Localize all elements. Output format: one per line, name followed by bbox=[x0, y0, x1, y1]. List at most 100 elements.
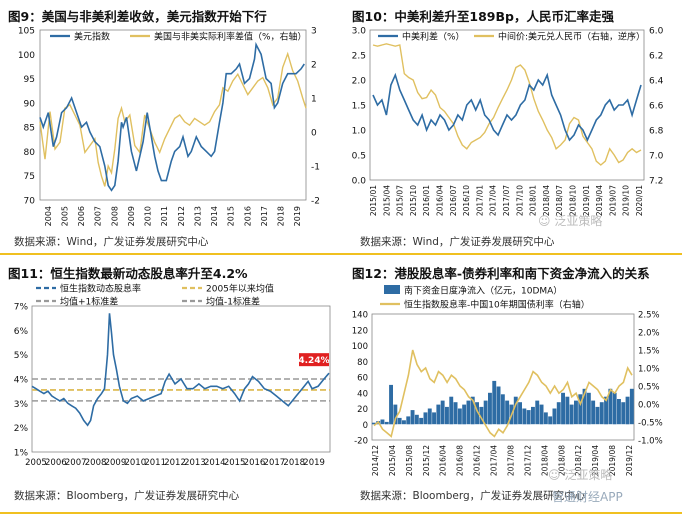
chart12-bar bbox=[419, 417, 424, 425]
chart12-bar bbox=[488, 392, 492, 425]
chart12-yright-tick: 2.5% bbox=[638, 311, 660, 321]
chart11-x-tick: 2019 bbox=[303, 458, 325, 468]
chart11-x-tick: 2010 bbox=[124, 458, 146, 468]
chart12-x-tick: 2018/04 bbox=[540, 445, 549, 476]
chart12-yleft-tick: 60 bbox=[357, 374, 368, 384]
chart12-x-tick: 2018/12 bbox=[574, 445, 583, 476]
chart10-yright-tick: 7.2 bbox=[649, 177, 663, 187]
watermark-3: 智通财经APP bbox=[552, 490, 623, 504]
chart10-yleft-tick: 1.5 bbox=[352, 102, 366, 112]
chart10-series-spread bbox=[372, 72, 642, 142]
chart12-x-tick: 2015/08 bbox=[405, 445, 414, 476]
chart12-bar bbox=[414, 414, 419, 425]
chart9-x-tick: 2012 bbox=[177, 206, 186, 226]
chart12-bar bbox=[625, 396, 630, 425]
chart12-bar bbox=[393, 404, 398, 425]
chart12-bar bbox=[436, 404, 441, 425]
chart9-yleft-tick: 75 bbox=[24, 172, 35, 182]
chart12-bar bbox=[453, 402, 458, 425]
chart12-bar bbox=[518, 402, 522, 425]
chart9-legend-diff-label: 美国与非美实际利率差值（%，右轴） bbox=[154, 31, 307, 43]
chart11-x-tick: 2011 bbox=[144, 458, 166, 468]
chart10-legend-spread-label: 中美利差（%） bbox=[402, 31, 465, 43]
chart11-x-tick: 2018 bbox=[283, 458, 305, 468]
chart9-x-tick: 2005 bbox=[60, 206, 69, 226]
chart10-yleft-tick: 0.0 bbox=[352, 177, 367, 187]
chart12-x-tick: 2016/04 bbox=[439, 445, 448, 476]
chart12-bar bbox=[612, 392, 617, 425]
chart12-x-tick: 2014/12 bbox=[371, 445, 380, 476]
chart12-bar bbox=[466, 400, 471, 425]
chart9-series-dxy bbox=[39, 41, 305, 192]
chart9-legend-dxy-label: 美元指数 bbox=[74, 31, 110, 43]
chart12-title: 图12：港股股息率-债券利率和南下资金净流入的关系 bbox=[352, 266, 650, 281]
chart12-bar bbox=[427, 408, 432, 425]
chart12-legend-flow-swatch bbox=[384, 285, 400, 294]
chart12-bar bbox=[621, 402, 626, 425]
chart12-yright-tick: 1.0% bbox=[638, 365, 660, 375]
chart10-x-tick: 2018/04 bbox=[542, 185, 551, 216]
chart9-yright-tick: 1 bbox=[311, 95, 317, 105]
chart12-bar bbox=[604, 396, 608, 425]
chart10-source: 数据来源：Wind，广发证券发展研究中心 bbox=[360, 236, 555, 248]
chart11-source: 数据来源：Bloomberg，广发证券发展研究中心 bbox=[14, 490, 240, 502]
chart11-series-yield bbox=[31, 313, 330, 427]
chart10-x-tick: 2016/10 bbox=[462, 185, 471, 216]
chart10-yright-tick: 6.2 bbox=[649, 52, 663, 62]
chart9-x-tick: 2007 bbox=[94, 206, 103, 226]
chart12-bar bbox=[432, 412, 436, 425]
chart11-y-tick: 7% bbox=[14, 303, 29, 313]
chart12-bar bbox=[371, 422, 376, 425]
chart12-bar bbox=[617, 399, 621, 425]
chart12-legend-spread-label: 恒生指数股息率-中国10年期国债利率（右轴） bbox=[404, 299, 590, 311]
chart11-legend-yield-label: 恒生指数动态股息率 bbox=[60, 283, 141, 295]
chart10-series-usdcny bbox=[372, 43, 642, 166]
chart9-yleft-tick: 85 bbox=[24, 124, 35, 134]
chart12-bar bbox=[410, 410, 415, 425]
chart12-bar bbox=[423, 412, 428, 425]
chart11-annotation-box bbox=[299, 353, 330, 367]
chart12-bar bbox=[402, 420, 406, 425]
chart12-yleft-tick: 140 bbox=[352, 311, 368, 321]
chart10-yleft-tick: 2.5 bbox=[352, 52, 366, 62]
chart12-bar bbox=[591, 400, 596, 425]
chart12-bar bbox=[629, 388, 634, 425]
chart10-x-tick: 2017/04 bbox=[489, 185, 498, 216]
chart12-yright-tick: -1.0% bbox=[638, 437, 663, 447]
chart12-x-tick: 2017/12 bbox=[523, 445, 532, 476]
chart11-svg: 1%2%3%4%5%6%7%20052006200720082009201020… bbox=[14, 283, 331, 468]
chart12-bar bbox=[479, 406, 484, 425]
chart12-bar bbox=[574, 400, 578, 425]
chart12-yleft-tick: 100 bbox=[352, 342, 368, 352]
chart10-x-tick: 2018/01 bbox=[529, 185, 538, 216]
chart11-y-tick: 5% bbox=[14, 351, 29, 361]
chart12-bar bbox=[608, 388, 613, 425]
chart12-bar bbox=[552, 408, 557, 425]
chart9-yleft-tick: 90 bbox=[24, 99, 36, 109]
chart12-bar bbox=[449, 396, 454, 425]
chart10-yright-tick: 6.4 bbox=[649, 77, 664, 87]
chart11-x-tick: 2008 bbox=[85, 458, 107, 468]
watermark-2: ☺ 泛亚策略 bbox=[548, 468, 613, 482]
chart9-title: 图9：美国与非美利差收敛，美元指数开始下行 bbox=[8, 9, 267, 24]
chart9-yright-tick: 3 bbox=[311, 27, 317, 37]
chart9-yleft-tick: 80 bbox=[24, 148, 36, 158]
chart10-x-tick: 2015/10 bbox=[409, 185, 418, 216]
chart12-x-tick: 2017/08 bbox=[506, 445, 515, 476]
chart12-bar bbox=[496, 386, 501, 425]
chart10-x-tick: 2020/01 bbox=[635, 185, 644, 216]
chart9-yright-tick: -2 bbox=[311, 197, 320, 207]
chart11-x-tick: 2014 bbox=[204, 458, 226, 468]
chart12-x-tick: 2015/04 bbox=[388, 445, 397, 476]
chart12-yright-tick: 0.0% bbox=[638, 401, 660, 411]
chart10-x-tick: 2018/10 bbox=[569, 185, 578, 216]
chart12-bar bbox=[543, 412, 548, 425]
chart10-x-tick: 2017/10 bbox=[515, 185, 524, 216]
chart9-yright-tick: -1 bbox=[311, 163, 320, 173]
chart12-yright-tick: 2.0% bbox=[638, 329, 660, 339]
chart12-bar bbox=[445, 406, 449, 425]
chart9-x-tick: 2006 bbox=[77, 206, 86, 226]
chart9-series-rate-diff bbox=[39, 51, 307, 187]
chart12-yright-tick: 1.5% bbox=[638, 347, 660, 357]
chart9-x-tick: 2010 bbox=[144, 206, 153, 226]
